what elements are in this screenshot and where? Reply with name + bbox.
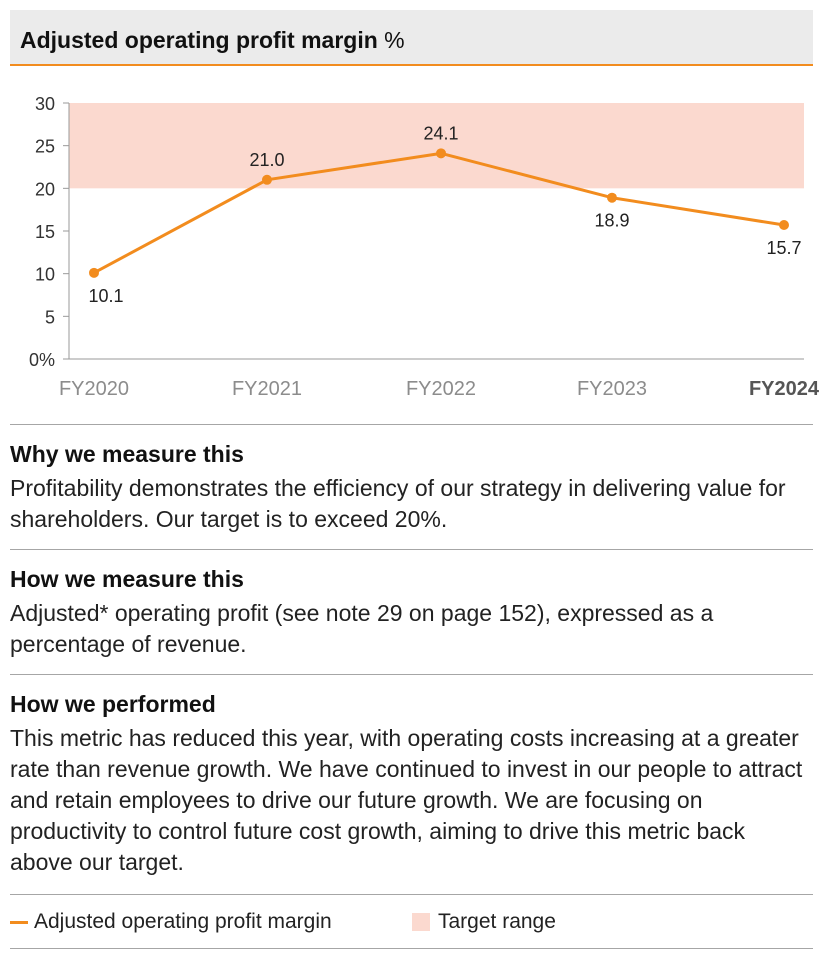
- x-tick-label: FY2024: [749, 378, 820, 400]
- data-label: 21.0: [249, 150, 284, 170]
- y-tick-label: 0%: [29, 350, 55, 370]
- section-body: Adjusted* operating profit (see note 29 …: [10, 600, 714, 657]
- y-tick-label: 25: [35, 137, 55, 157]
- divider: [10, 674, 813, 675]
- section-how-measure: How we measure this Adjusted* operating …: [10, 564, 813, 660]
- divider: [10, 549, 813, 550]
- y-tick-label: 15: [35, 222, 55, 242]
- divider: [10, 424, 813, 425]
- x-tick-label: FY2022: [406, 378, 476, 400]
- plot-area: 0% 5 10 15 20 25 30 FY2020 FY2021 FY2022 FY2023 FY2…: [29, 94, 820, 400]
- divider: [10, 948, 813, 949]
- section-body: Profitability demonstrates the efficienc…: [10, 475, 786, 532]
- section-title: How we performed: [10, 691, 216, 717]
- section-body: This metric has reduced this year, with …: [10, 725, 803, 875]
- divider: [10, 894, 813, 895]
- data-point: [89, 267, 99, 278]
- section-why: Why we measure this Profitability demons…: [10, 439, 813, 535]
- data-point: [607, 192, 617, 203]
- y-tick-label: 5: [45, 307, 55, 327]
- data-label: 24.1: [423, 123, 458, 143]
- legend-target-label: Target range: [438, 910, 556, 933]
- line-chart: 0% 5 10 15 20 25 30 FY2020 FY2021 FY2022 FY2023 FY2…: [29, 94, 820, 400]
- legend-target-swatch: [412, 913, 430, 931]
- chart-title-unit: %: [384, 27, 405, 53]
- data-point: [262, 174, 272, 185]
- legend-item-series: Adjusted operating profit margin: [10, 906, 332, 938]
- y-tick-label: 10: [35, 265, 55, 285]
- chart-legend: Adjusted operating profit margin Target …: [10, 906, 813, 938]
- data-label: 18.9: [594, 211, 629, 231]
- data-point: [779, 220, 789, 231]
- x-tick-label: FY2021: [232, 378, 302, 400]
- section-title: How we measure this: [10, 566, 244, 592]
- chart-title: Adjusted operating profit margin %: [20, 27, 405, 54]
- target-range-band: [69, 103, 804, 189]
- chart-title-text: Adjusted operating profit margin: [20, 27, 378, 53]
- section-title: Why we measure this: [10, 441, 244, 467]
- y-tick-label: 30: [35, 94, 55, 114]
- section-performed: How we performed This metric has reduced…: [10, 689, 813, 878]
- data-label: 10.1: [88, 286, 123, 306]
- data-point: [436, 148, 446, 159]
- x-tick-label: FY2023: [577, 378, 647, 400]
- y-tick-label: 20: [35, 179, 55, 199]
- legend-item-target: Target range: [412, 906, 556, 938]
- chart-header: Adjusted operating profit margin %: [10, 10, 813, 66]
- legend-line-marker: [10, 921, 28, 924]
- x-tick-label: FY2020: [59, 378, 129, 400]
- data-label: 15.7: [766, 238, 801, 258]
- legend-series-label: Adjusted operating profit margin: [34, 910, 332, 933]
